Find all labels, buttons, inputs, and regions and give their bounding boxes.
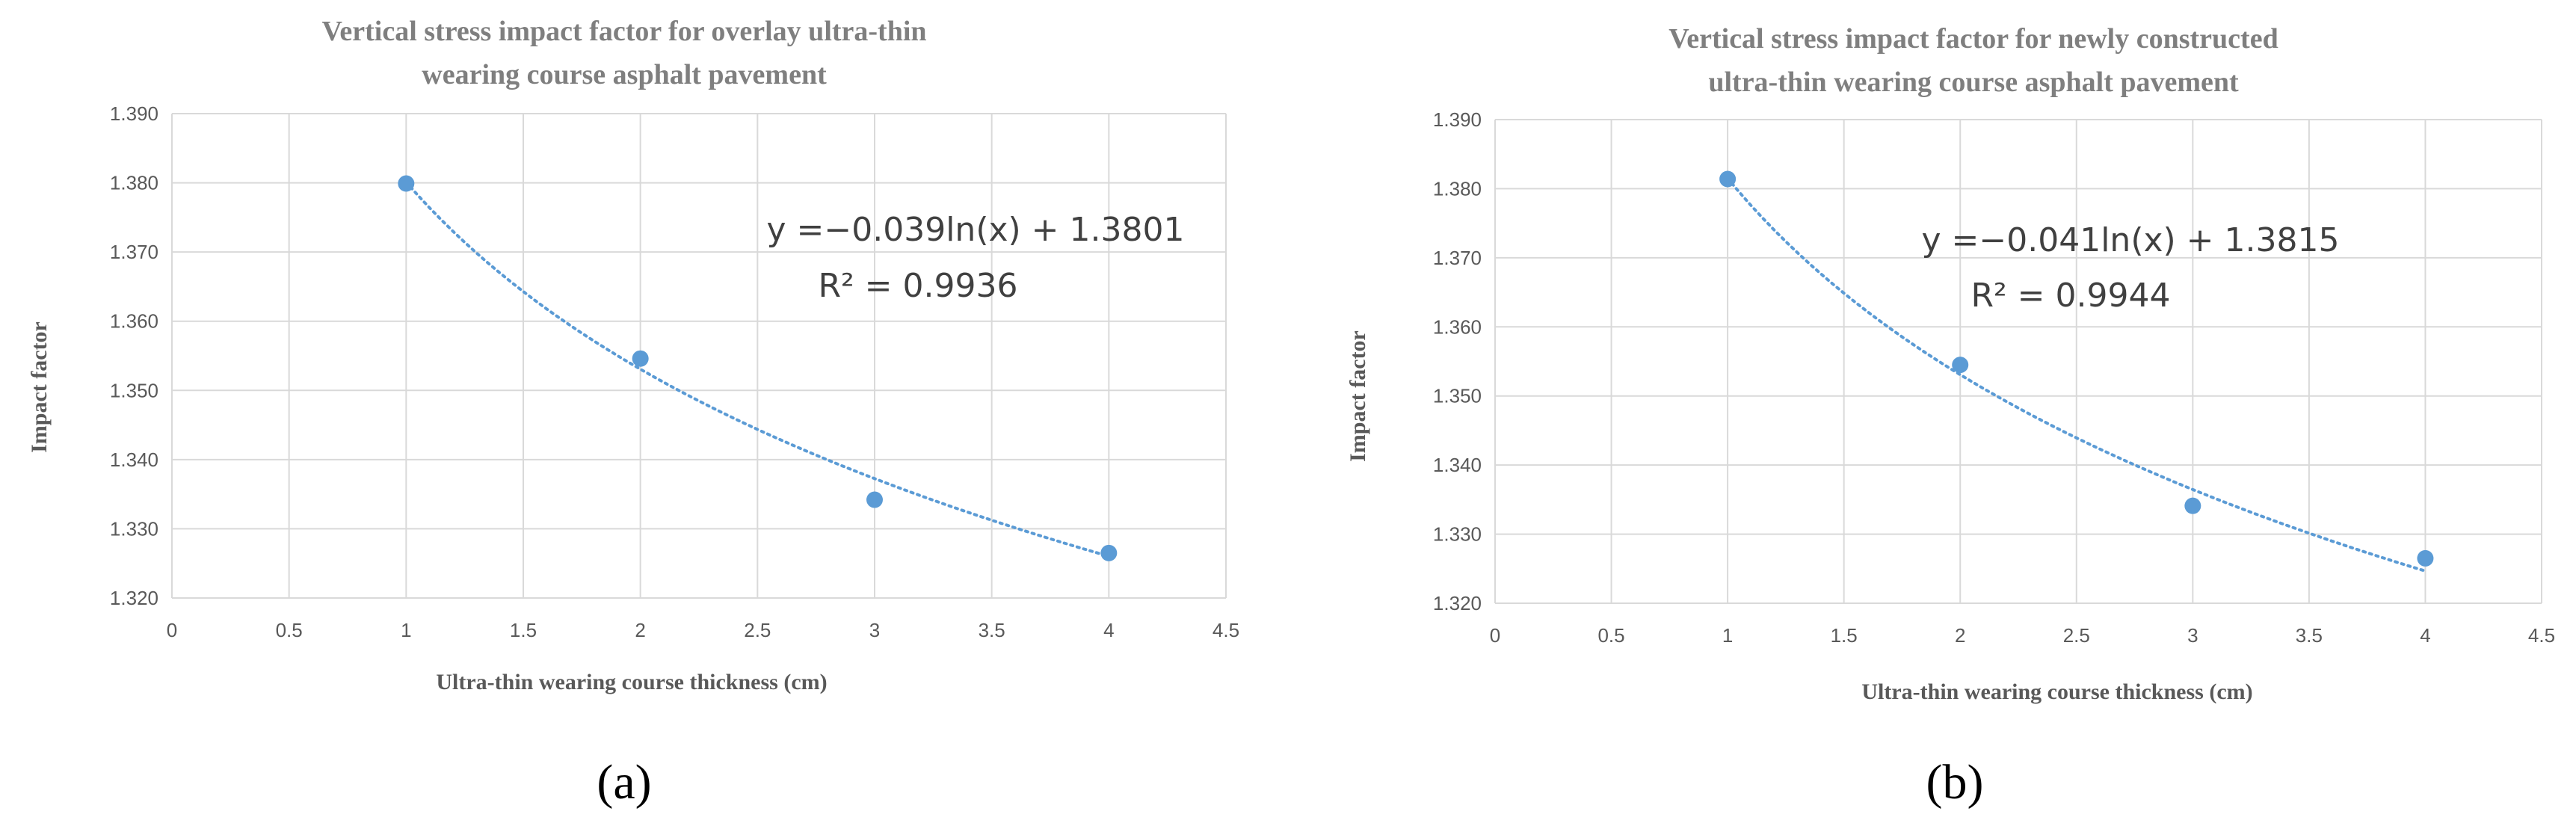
trendline bbox=[1726, 176, 2427, 573]
data-points bbox=[398, 175, 1118, 561]
x-tick-label: 1 bbox=[401, 619, 411, 641]
y-tick-labels: 1.320 1.330 1.340 1.350 1.360 1.370 1.380 1.390 bbox=[1433, 108, 1482, 614]
x-tick-label: 1.5 bbox=[510, 619, 537, 641]
y-tick-label: 1.390 bbox=[1433, 108, 1482, 131]
r-squared-label: R² = 0.9944 bbox=[1970, 277, 2170, 315]
x-tick-label: 2 bbox=[635, 619, 645, 641]
y-tick-label: 1.330 bbox=[1433, 523, 1482, 546]
x-tick-labels: 0 0.5 1 1.5 2 2.5 3 3.5 4 4.5 bbox=[167, 619, 1239, 641]
y-tick-label: 1.370 bbox=[1433, 247, 1482, 269]
chart-svg-b: Vertical stress impact factor for newly … bbox=[1346, 23, 2555, 810]
y-tick-label: 1.370 bbox=[110, 241, 158, 263]
data-point bbox=[2417, 549, 2434, 567]
chart-svg-a: Vertical stress impact factor for overla… bbox=[27, 16, 1239, 810]
x-tick-label: 2 bbox=[1955, 624, 1965, 647]
x-tick-label: 3.5 bbox=[979, 619, 1005, 641]
trendline bbox=[404, 180, 1111, 558]
data-point bbox=[866, 491, 883, 508]
y-tick-label: 1.330 bbox=[110, 517, 158, 540]
gridlines bbox=[1494, 119, 2542, 604]
x-tick-label: 0 bbox=[1490, 624, 1500, 647]
data-point bbox=[1719, 170, 1737, 188]
r-squared-label: R² = 0.9936 bbox=[818, 267, 1017, 305]
chart-title-line-1: Vertical stress impact factor for overla… bbox=[321, 16, 926, 47]
y-tick-label: 1.380 bbox=[110, 172, 158, 194]
y-axis-label: Impact factor bbox=[27, 321, 52, 453]
y-axis-label: Impact factor bbox=[1346, 330, 1370, 462]
data-point bbox=[1100, 544, 1118, 561]
y-tick-label: 1.360 bbox=[110, 310, 158, 333]
chart-panel-a: Vertical stress impact factor for overla… bbox=[0, 0, 1271, 823]
data-point bbox=[632, 350, 649, 367]
y-tick-label: 1.390 bbox=[110, 102, 158, 125]
x-tick-label: 2.5 bbox=[2063, 624, 2090, 647]
y-tick-label: 1.320 bbox=[1433, 592, 1482, 614]
x-tick-label: 3 bbox=[2187, 624, 2198, 647]
chart-panel-b: Vertical stress impact factor for newly … bbox=[1316, 0, 2576, 823]
x-tick-label: 3.5 bbox=[2296, 624, 2323, 647]
x-tick-label: 0.5 bbox=[1597, 624, 1624, 647]
x-tick-label: 4 bbox=[1103, 619, 1114, 641]
y-tick-label: 1.320 bbox=[110, 587, 158, 609]
y-tick-labels: 1.320 1.330 1.340 1.350 1.360 1.370 1.380 1.390 bbox=[110, 102, 158, 609]
x-tick-label: 4.5 bbox=[2528, 624, 2555, 647]
panel-label: (b) bbox=[1926, 755, 1984, 810]
y-tick-label: 1.340 bbox=[110, 449, 158, 471]
gridlines bbox=[171, 113, 1227, 599]
y-tick-label: 1.350 bbox=[110, 379, 158, 401]
x-tick-label: 1 bbox=[1722, 624, 1733, 647]
x-tick-label: 4 bbox=[2420, 624, 2430, 647]
y-tick-label: 1.380 bbox=[1433, 177, 1482, 200]
chart-title-line-1: Vertical stress impact factor for newly … bbox=[1668, 23, 2278, 55]
x-tick-label: 3 bbox=[869, 619, 880, 641]
x-tick-label: 4.5 bbox=[1212, 619, 1239, 641]
data-point bbox=[398, 175, 415, 192]
y-tick-label: 1.340 bbox=[1433, 454, 1482, 476]
data-point bbox=[2184, 497, 2201, 514]
y-tick-label: 1.350 bbox=[1433, 385, 1482, 407]
x-tick-label: 1.5 bbox=[1831, 624, 1858, 647]
x-tick-label: 2.5 bbox=[744, 619, 771, 641]
x-tick-label: 0 bbox=[167, 619, 177, 641]
trendline-equation: y =−0.039ln(x) + 1.3801 bbox=[766, 211, 1184, 249]
chart-title-line-2: ultra-thin wearing course asphalt paveme… bbox=[1708, 67, 2239, 98]
trendline-equation: y =−0.041ln(x) + 1.3815 bbox=[1921, 221, 2339, 259]
data-points bbox=[1719, 170, 2434, 567]
chart-title-line-2: wearing course asphalt pavement bbox=[422, 59, 827, 90]
x-axis-label: Ultra-thin wearing course thickness (cm) bbox=[1861, 679, 2252, 704]
x-tick-labels: 0 0.5 1 1.5 2 2.5 3 3.5 4 4.5 bbox=[1490, 624, 2555, 647]
x-tick-label: 0.5 bbox=[276, 619, 303, 641]
panel-label: (a) bbox=[597, 755, 651, 810]
x-axis-label: Ultra-thin wearing course thickness (cm) bbox=[436, 670, 827, 694]
data-point bbox=[1952, 357, 1969, 374]
y-tick-label: 1.360 bbox=[1433, 315, 1482, 338]
